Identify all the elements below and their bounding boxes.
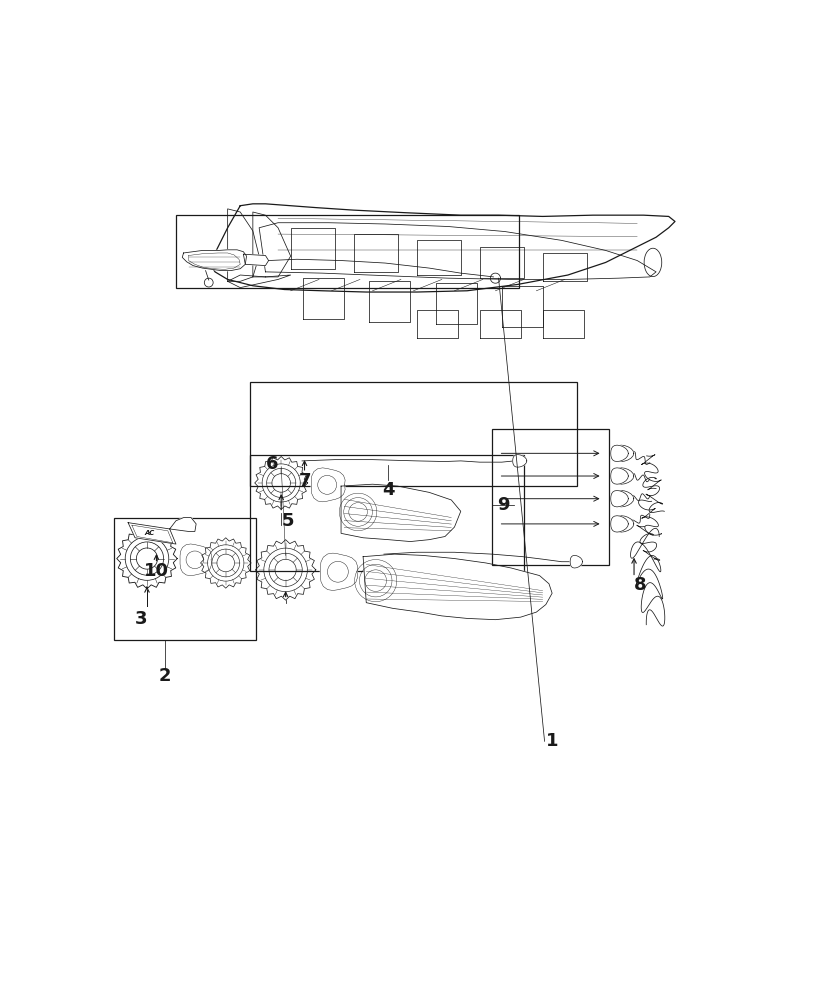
Text: 10: 10 <box>144 562 169 580</box>
Bar <box>493 429 609 565</box>
Polygon shape <box>311 468 346 502</box>
Polygon shape <box>209 204 675 292</box>
Text: 1: 1 <box>546 732 559 750</box>
Polygon shape <box>363 554 552 620</box>
Text: 4: 4 <box>382 481 394 499</box>
Polygon shape <box>128 523 176 544</box>
Polygon shape <box>513 455 527 467</box>
Polygon shape <box>611 491 628 507</box>
Polygon shape <box>320 553 358 590</box>
Polygon shape <box>182 250 246 271</box>
Polygon shape <box>615 445 634 462</box>
Bar <box>114 518 256 640</box>
Polygon shape <box>570 555 582 568</box>
Text: 2: 2 <box>159 667 171 685</box>
Bar <box>250 455 524 571</box>
Polygon shape <box>341 484 461 542</box>
Polygon shape <box>170 518 196 531</box>
Text: 6: 6 <box>266 455 278 473</box>
Polygon shape <box>611 468 628 484</box>
Bar <box>250 382 577 486</box>
Text: 9: 9 <box>498 496 510 514</box>
Text: AC: AC <box>145 530 154 536</box>
Polygon shape <box>615 468 634 484</box>
Text: 8: 8 <box>634 576 646 594</box>
Polygon shape <box>611 516 628 532</box>
Polygon shape <box>615 491 634 507</box>
Bar <box>176 215 520 288</box>
Polygon shape <box>611 445 628 462</box>
Polygon shape <box>243 254 268 266</box>
Polygon shape <box>180 544 211 576</box>
Text: 3: 3 <box>134 610 147 628</box>
Text: 7: 7 <box>298 472 311 490</box>
Text: 5: 5 <box>281 512 293 530</box>
Polygon shape <box>615 516 634 532</box>
